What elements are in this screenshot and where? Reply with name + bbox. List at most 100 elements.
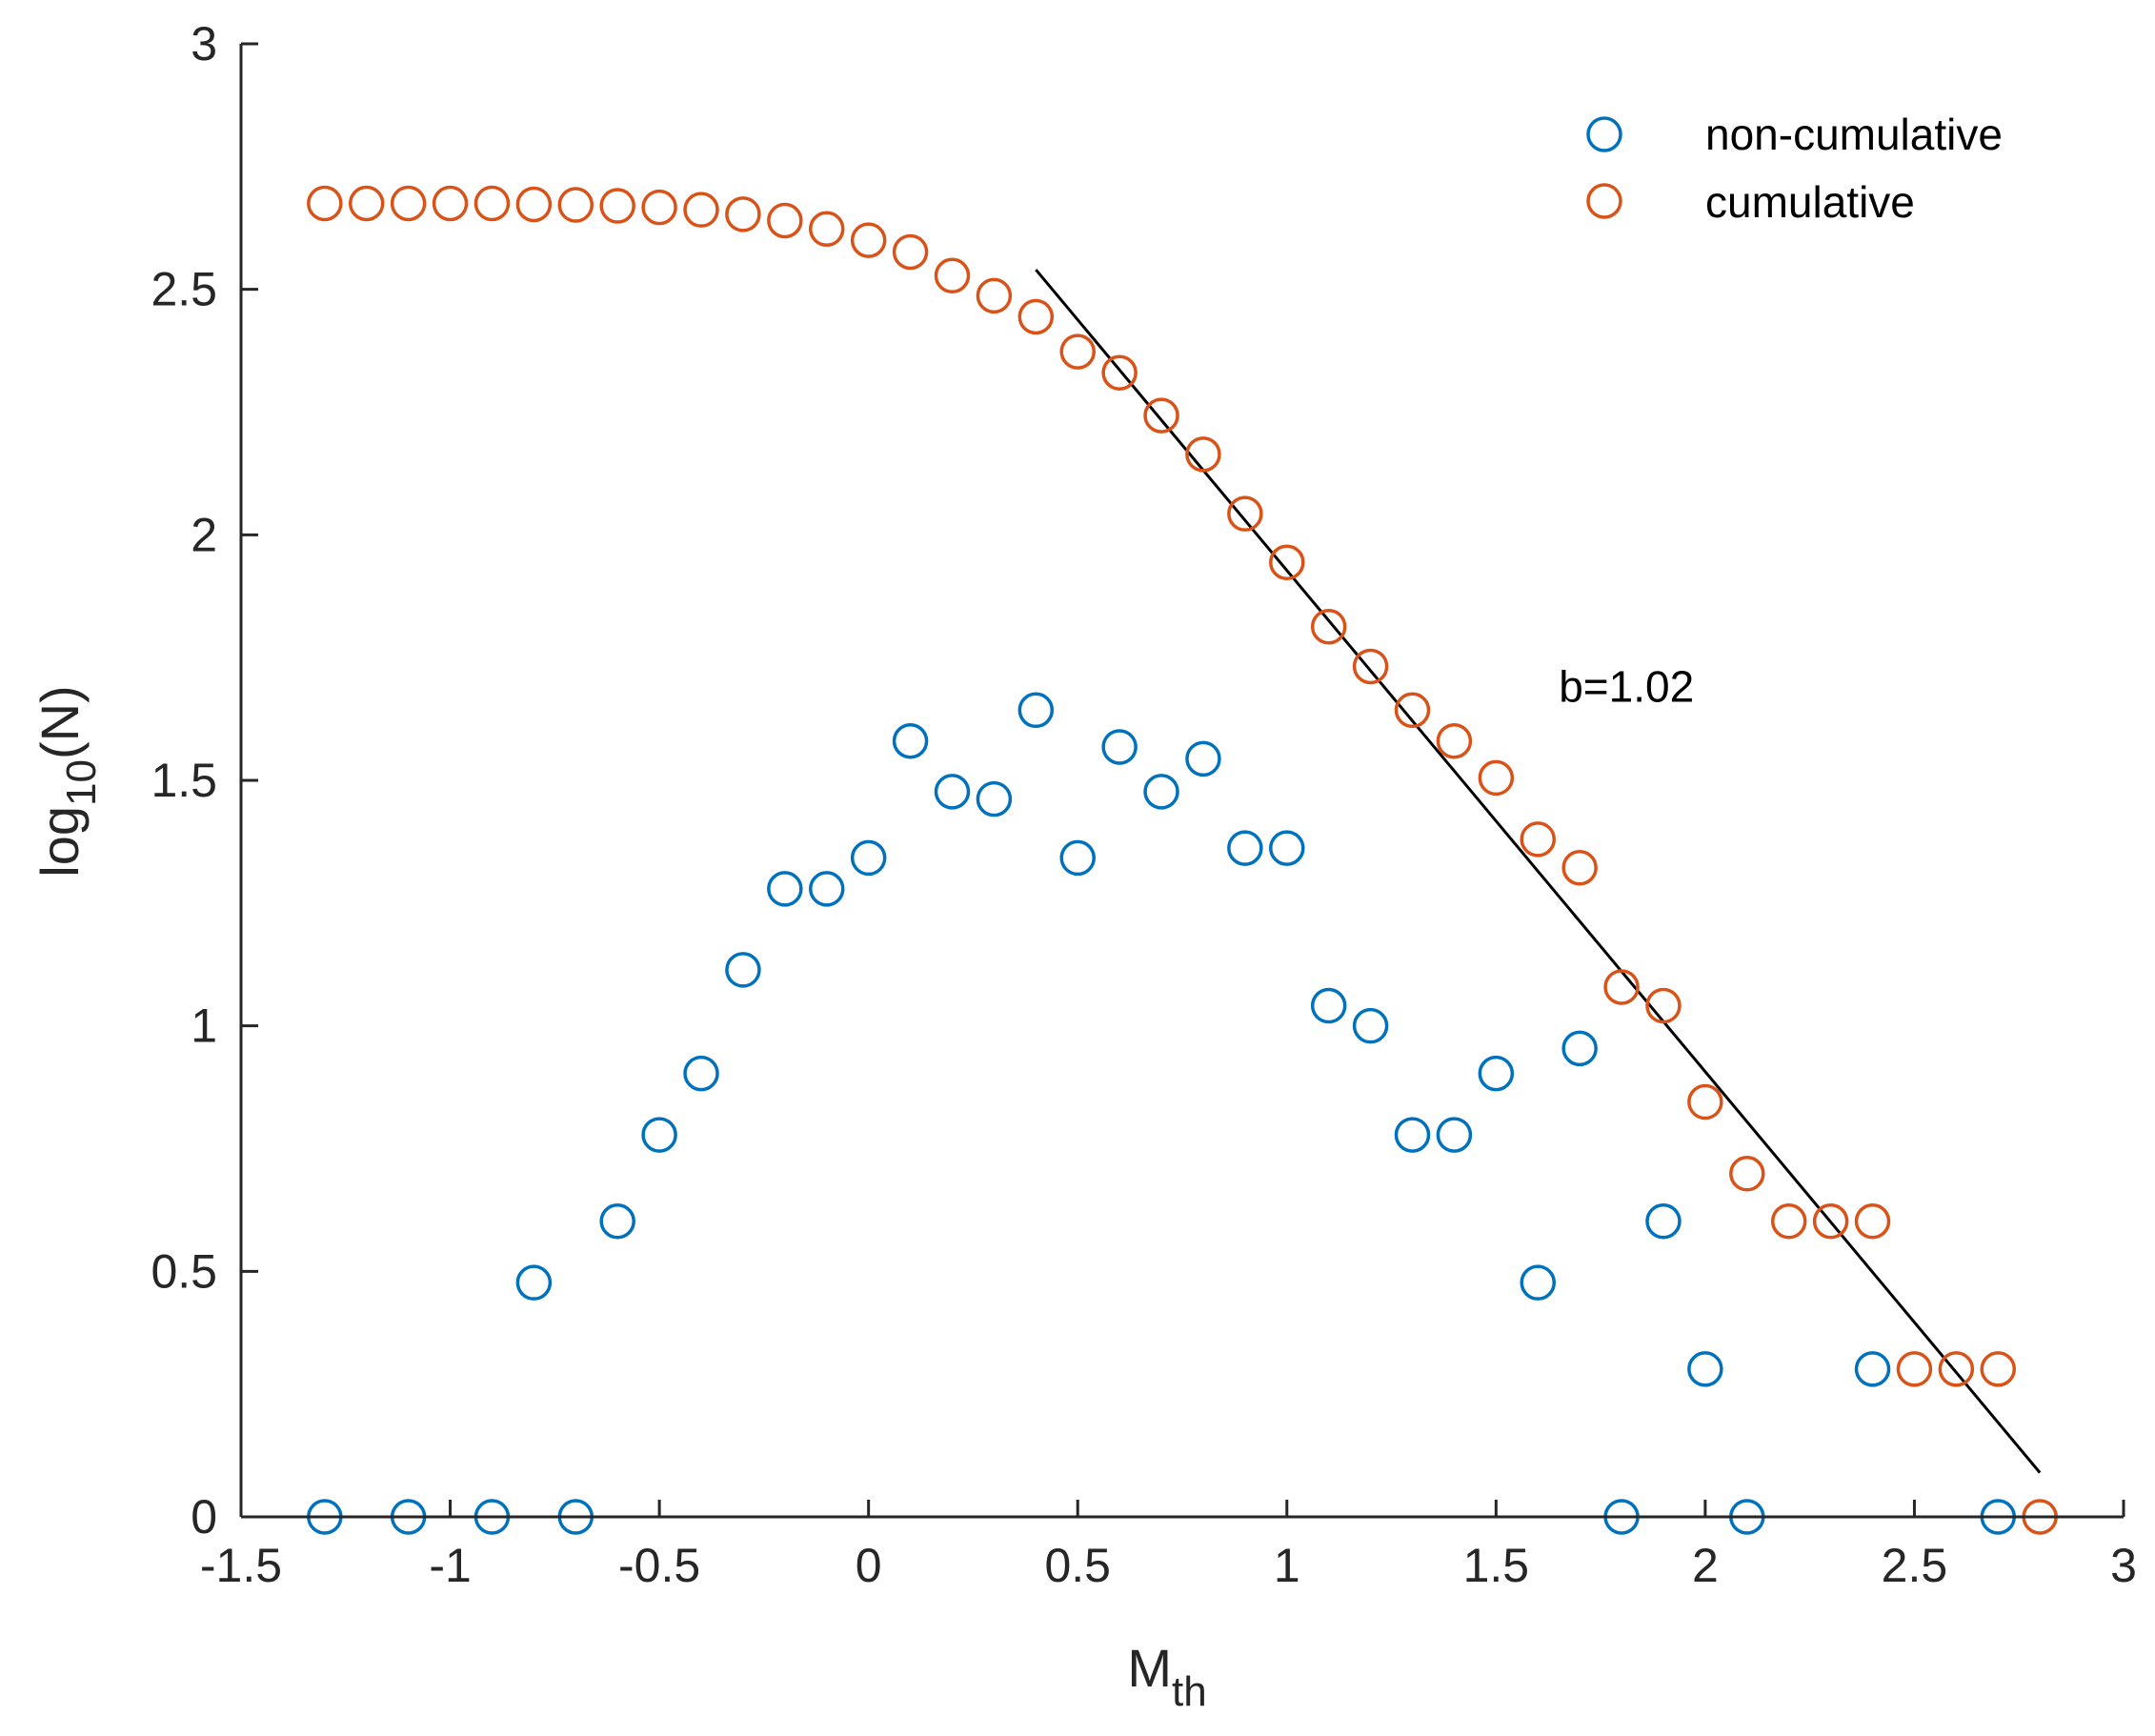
cumulative-point-24: [1310, 608, 1347, 645]
y-tick-label-2: 1: [191, 999, 217, 1053]
y-tick-label-6: 3: [191, 17, 217, 71]
non-cumulative-point-16: [1059, 839, 1096, 877]
non-cumulative-point-19: [1185, 740, 1221, 777]
non-cumulative-point-8: [725, 952, 761, 988]
legend-label-non-cumulative: non-cumulative: [1705, 110, 2003, 159]
cumulative-point-1: [348, 185, 385, 222]
cumulative-point-16: [976, 277, 1013, 314]
non-cumulative-point-10: [809, 871, 845, 907]
cumulative-point-4: [473, 185, 511, 222]
cumulative-point-12: [809, 211, 845, 248]
non-cumulative-point-27: [1520, 1264, 1556, 1301]
cumulative-point-9: [683, 192, 719, 228]
cumulative-point-39: [1938, 1351, 1975, 1387]
x-tick-label-1: -1: [429, 1539, 471, 1592]
cumulative-point-29: [1520, 821, 1556, 858]
non-cumulative-point-13: [934, 774, 971, 810]
y-axis-label-suffix: (N): [30, 685, 90, 759]
non-cumulative-point-33: [1854, 1351, 1891, 1387]
non-cumulative-point-20: [1227, 830, 1263, 866]
cumulative-point-26: [1394, 692, 1431, 729]
non-cumulative-point-15: [1017, 692, 1055, 729]
x-tick-label-2: -0.5: [618, 1539, 700, 1592]
cumulative-point-6: [557, 187, 594, 223]
y-tick-label-5: 2.5: [151, 263, 217, 316]
non-cumulative-point-3: [515, 1264, 553, 1301]
cumulative-point-31: [1603, 969, 1640, 1005]
non-cumulative-point-23: [1352, 1007, 1389, 1044]
cumulative-point-14: [892, 233, 929, 271]
legend-label-cumulative: cumulative: [1705, 177, 1915, 227]
non-cumulative-point-7: [683, 1055, 719, 1092]
annotation-b-value: b=1.02: [1559, 662, 1694, 712]
cumulative-point-19: [1101, 354, 1138, 392]
non-cumulative-point-11: [850, 839, 887, 877]
non-cumulative-point-17: [1101, 729, 1138, 765]
cumulative-point-15: [934, 257, 971, 293]
cumulative-point-37: [1854, 1203, 1891, 1240]
non-cumulative-point-24: [1394, 1117, 1431, 1153]
cumulative-point-5: [515, 186, 553, 223]
legend-marker-cumulative: [1586, 183, 1622, 219]
non-cumulative-point-22: [1310, 987, 1347, 1024]
non-cumulative-point-30: [1645, 1203, 1682, 1240]
cumulative-point-2: [390, 185, 427, 222]
cumulative-point-28: [1478, 759, 1515, 797]
cumulative-point-22: [1227, 495, 1263, 532]
x-tick-label-8: 2.5: [1882, 1539, 1948, 1592]
x-tick-label-9: 3: [2110, 1539, 2137, 1592]
cumulative-point-0: [307, 185, 343, 222]
y-tick-label-0: 0: [191, 1490, 217, 1544]
x-axis-label: Mth: [1127, 1638, 1206, 1715]
cumulative-point-21: [1185, 436, 1221, 473]
x-axis-label-base: M: [1127, 1638, 1172, 1698]
cumulative-point-23: [1269, 544, 1305, 580]
y-axis-label-sub: 10: [58, 759, 105, 806]
non-cumulative-point-5: [599, 1203, 635, 1240]
cumulative-point-25: [1352, 648, 1389, 685]
non-cumulative-point-21: [1269, 830, 1305, 866]
series-non-cumulative: [307, 692, 2017, 1535]
cumulative-point-35: [1770, 1203, 1807, 1240]
cumulative-point-17: [1017, 298, 1055, 335]
y-axis-label-prefix: log: [30, 806, 90, 878]
x-tick-label-5: 1: [1274, 1539, 1300, 1592]
cumulative-point-3: [432, 185, 469, 222]
x-axis-label-sub: th: [1172, 1668, 1207, 1715]
cumulative-point-38: [1896, 1351, 1933, 1387]
cumulative-point-11: [767, 202, 803, 239]
axes: [239, 44, 2124, 1519]
non-cumulative-point-18: [1143, 774, 1179, 810]
legend-marker-non-cumulative: [1586, 116, 1622, 152]
non-cumulative-point-9: [767, 871, 803, 907]
cumulative-point-27: [1436, 723, 1473, 759]
cumulative-point-8: [641, 189, 677, 226]
non-cumulative-point-28: [1561, 1030, 1598, 1067]
cumulative-point-33: [1687, 1083, 1723, 1120]
y-tick-label-4: 2: [191, 508, 217, 561]
tick-labels: -1.5 -1 -0.5 0 0.5 1 1.5 2 2.5 3 0 0.5 1 1.5 2 2.5 3: [151, 17, 2136, 1592]
cumulative-point-32: [1645, 987, 1682, 1024]
non-cumulative-point-31: [1687, 1351, 1723, 1387]
cumulative-point-40: [1980, 1351, 2017, 1387]
non-cumulative-point-25: [1436, 1117, 1473, 1153]
non-cumulative-point-6: [641, 1117, 677, 1153]
y-tick-label-3: 1.5: [151, 754, 217, 807]
cumulative-point-36: [1812, 1203, 1849, 1240]
cumulative-point-34: [1729, 1156, 1765, 1192]
cumulative-point-20: [1143, 397, 1179, 434]
x-tick-label-6: 1.5: [1463, 1539, 1530, 1592]
y-tick-label-1: 0.5: [151, 1244, 217, 1298]
legend: non-cumulative cumulative: [1586, 110, 2003, 227]
x-tick-label-0: -1.5: [200, 1539, 282, 1592]
cumulative-point-18: [1059, 333, 1096, 370]
x-tick-label-3: 0: [856, 1539, 882, 1592]
cumulative-point-13: [850, 222, 887, 258]
non-cumulative-point-14: [976, 780, 1013, 818]
y-axis-label: log10(N): [30, 685, 105, 877]
non-cumulative-point-12: [892, 723, 929, 759]
x-tick-label-7: 2: [1692, 1539, 1719, 1592]
cumulative-point-30: [1561, 849, 1598, 886]
